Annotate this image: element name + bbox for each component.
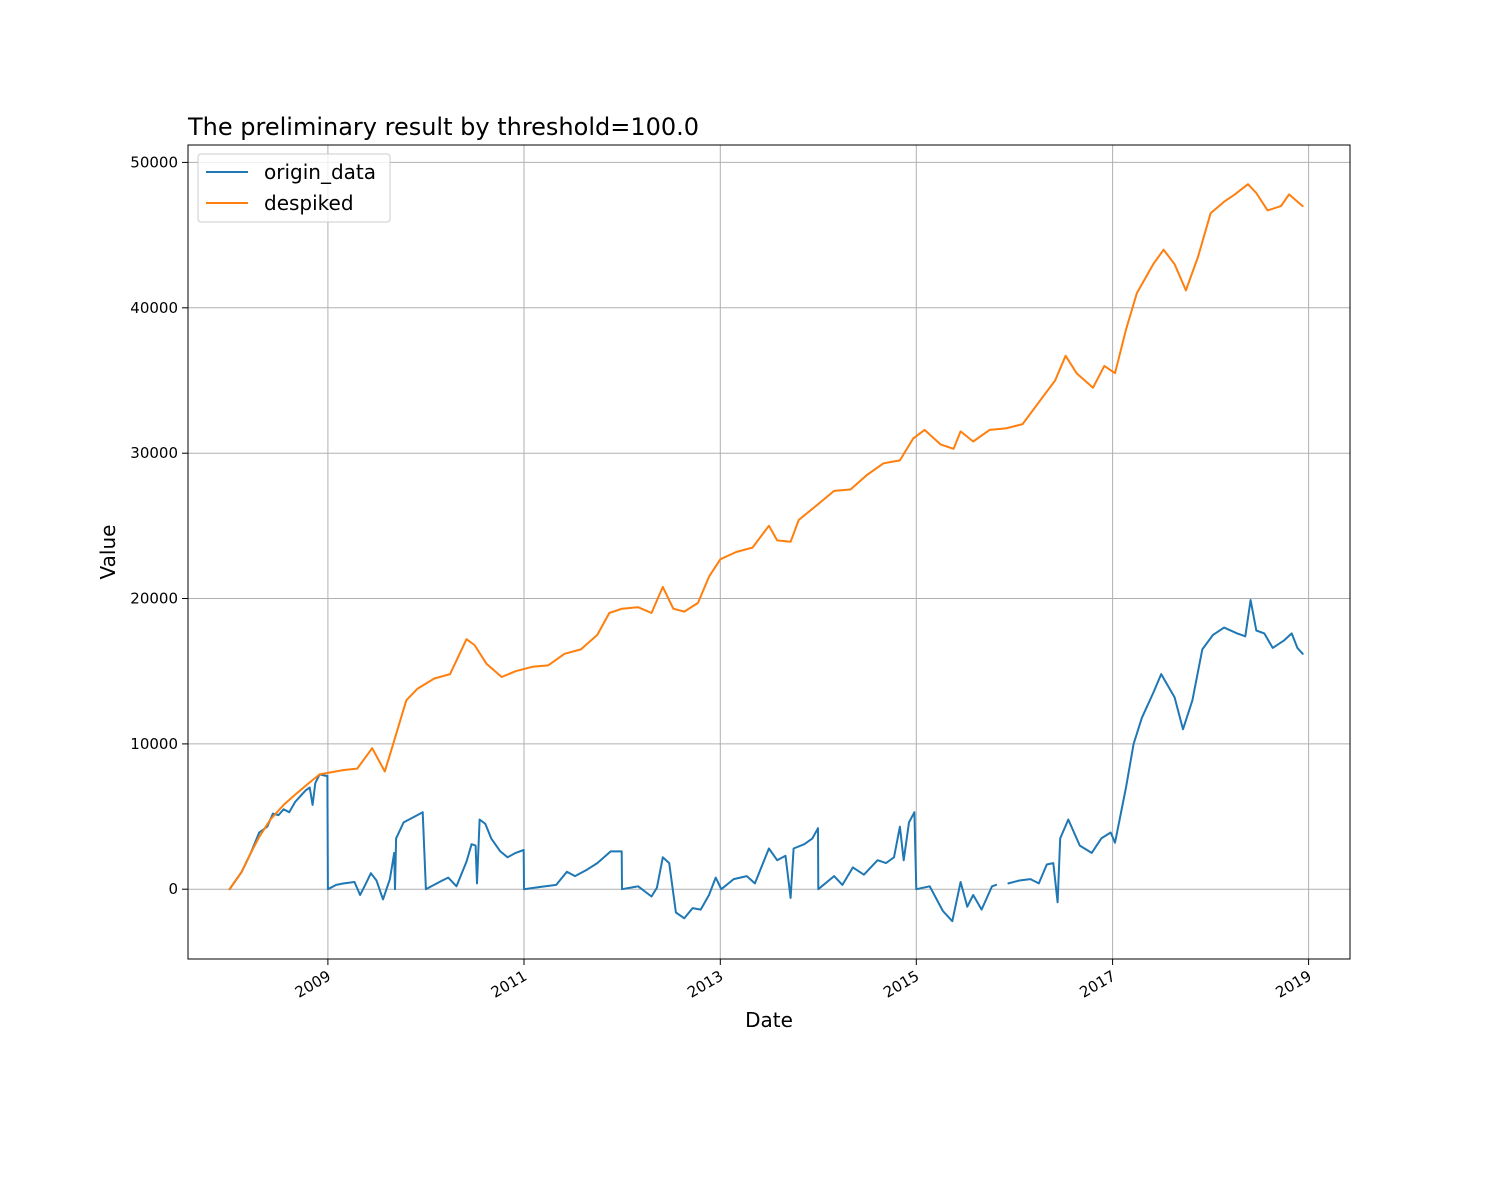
- y-tick-label: 0: [168, 880, 178, 898]
- y-tick-label: 40000: [130, 299, 178, 317]
- legend-label-despiked: despiked: [264, 191, 354, 215]
- y-tick-label: 10000: [130, 735, 178, 753]
- y-tick-label: 50000: [130, 153, 178, 171]
- series-lines: [228, 183, 1304, 923]
- legend-label-origin-data: origin_data: [264, 160, 376, 184]
- series-line-origin-data: [1007, 599, 1304, 904]
- y-tick-label: 20000: [130, 590, 178, 608]
- grid-lines: [188, 145, 1350, 959]
- x-axis-label: Date: [745, 1008, 793, 1032]
- series-line-despiked: [228, 183, 1304, 891]
- y-tick-label: 30000: [130, 444, 178, 462]
- y-axis-label: Value: [96, 525, 120, 580]
- plot-frame: [187, 144, 1351, 960]
- legend: origin_data despiked: [197, 153, 391, 223]
- chart-title: The preliminary result by threshold=100.…: [187, 113, 699, 141]
- series-line-origin-data: [228, 773, 998, 923]
